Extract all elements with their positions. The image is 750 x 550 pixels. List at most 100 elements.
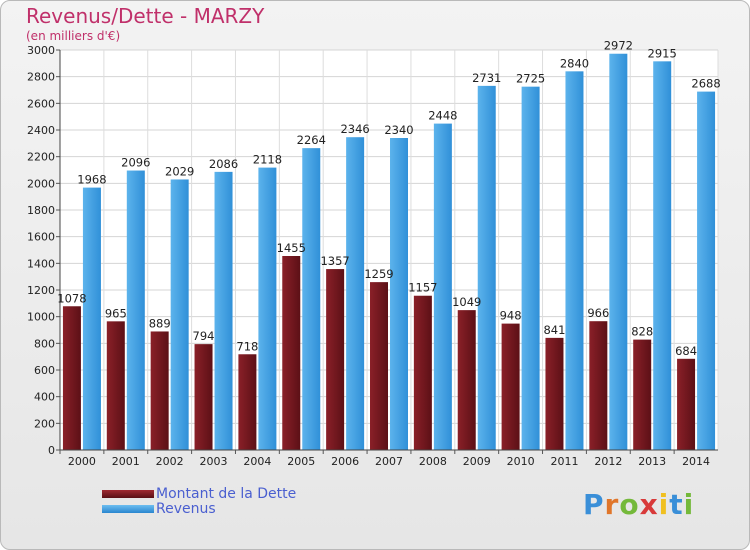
data-label-dette-2010: 948 [500, 309, 522, 323]
data-label-revenus-2013: 2915 [648, 46, 677, 60]
axes: 0 200 400 600 800 1000 1200 1400 1600 1800 2000 220… [27, 44, 718, 468]
data-label-dette-2014: 684 [675, 344, 697, 358]
y-tick-label: 1400 [27, 257, 55, 270]
x-tick-label: 2007 [375, 455, 403, 468]
data-label-dette-2013: 828 [631, 325, 653, 339]
chart-subtitle: (en milliers d'€) [26, 29, 121, 43]
legend-item-revenus: Revenus [102, 501, 216, 517]
data-label-revenus-2014: 2688 [691, 77, 720, 91]
data-label-dette-2004: 718 [236, 339, 258, 353]
bar-dette-2010 [501, 323, 520, 450]
data-label-dette-2011: 841 [543, 323, 565, 337]
bar-revenus-2014 [697, 91, 716, 450]
bar-revenus-2001 [126, 170, 145, 451]
data-label-revenus-2007: 2340 [384, 123, 413, 137]
bar-revenus-2004 [258, 167, 277, 450]
x-tick-label: 2008 [419, 455, 447, 468]
y-tick-label: 400 [34, 391, 55, 404]
y-tick-label: 2400 [27, 124, 55, 137]
x-tick-label: 2013 [638, 455, 666, 468]
data-label-dette-2001: 965 [105, 306, 127, 320]
y-tick-label: 1000 [27, 311, 55, 324]
data-label-revenus-2003: 2086 [209, 157, 238, 171]
data-label-dette-2009: 1049 [452, 295, 481, 309]
bar-dette-2008 [413, 295, 432, 450]
data-label-revenus-2011: 2840 [560, 56, 589, 70]
x-tick-label: 2005 [287, 455, 315, 468]
bar-dette-2009 [457, 310, 476, 450]
data-label-dette-2002: 889 [149, 316, 171, 330]
data-label-revenus-2012: 2972 [604, 39, 633, 53]
data-label-revenus-2006: 2346 [340, 122, 369, 136]
bar-revenus-2012 [609, 53, 628, 450]
x-tick-label: 2012 [594, 455, 622, 468]
data-label-revenus-2000: 1968 [77, 173, 106, 187]
bar-revenus-2013 [653, 61, 672, 450]
x-tick-label: 2009 [463, 455, 491, 468]
bar-dette-2004 [238, 354, 257, 450]
bar-revenus-2000 [82, 187, 101, 450]
bar-revenus-2003 [214, 171, 233, 450]
data-label-revenus-2004: 2118 [253, 153, 282, 167]
legend-swatch-dette [102, 490, 154, 498]
x-tick-label: 2003 [200, 455, 228, 468]
x-tick-label: 2011 [550, 455, 578, 468]
bar-dette-2000 [62, 306, 81, 450]
x-tick-label: 2004 [243, 455, 271, 468]
x-tick-label: 2001 [112, 455, 140, 468]
y-tick-label: 3000 [27, 44, 55, 57]
data-label-dette-2012: 966 [587, 306, 609, 320]
bar-dette-2002 [150, 331, 169, 450]
y-tick-label: 0 [48, 444, 55, 457]
y-tick-label: 2200 [27, 151, 55, 164]
bar-revenus-2002 [170, 179, 189, 450]
legend-label-dette: Montant de la Dette [156, 486, 297, 502]
y-tick-label: 800 [34, 337, 55, 350]
y-tick-label: 1800 [27, 204, 55, 217]
y-tick-label: 600 [34, 364, 55, 377]
data-label-dette-2008: 1157 [408, 281, 437, 295]
data-label-revenus-2009: 2731 [472, 71, 501, 85]
data-label-revenus-2001: 2096 [121, 156, 150, 170]
x-tick-label: 2014 [682, 455, 710, 468]
data-label-revenus-2008: 2448 [428, 109, 457, 123]
bar-dette-2001 [106, 321, 125, 450]
data-label-dette-2003: 794 [193, 329, 215, 343]
proxiti-logo: Proxiti [583, 488, 695, 521]
bar-revenus-2005 [302, 148, 321, 450]
data-labels: 1078 1968 965 2096 889 2029 794 2086 718 2118 1455… [57, 39, 720, 358]
y-tick-label: 2800 [27, 71, 55, 84]
data-label-dette-2000: 1078 [57, 291, 86, 305]
data-label-revenus-2002: 2029 [165, 164, 194, 178]
bar-revenus-2008 [433, 123, 452, 450]
legend-item-dette: Montant de la Dette [102, 486, 297, 502]
data-label-dette-2005: 1455 [277, 241, 306, 255]
chart-title: Revenus/Dette - MARZY [26, 4, 265, 28]
bar-revenus-2009 [477, 85, 496, 450]
bar-revenus-2010 [521, 86, 540, 451]
y-tick-label: 1200 [27, 284, 55, 297]
bar-dette-2014 [677, 358, 696, 450]
legend-label-revenus: Revenus [156, 501, 216, 517]
data-label-revenus-2010: 2725 [516, 72, 545, 86]
y-tick-label: 2000 [27, 177, 55, 190]
bar-dette-2007 [370, 282, 388, 450]
x-tick-label: 2002 [156, 455, 184, 468]
y-tick-label: 1600 [27, 231, 55, 244]
bar-dette-2013 [633, 339, 652, 450]
bar-dette-2005 [282, 256, 301, 450]
data-label-revenus-2005: 2264 [297, 133, 326, 147]
data-label-dette-2007: 1259 [364, 267, 393, 281]
plot-area [60, 50, 718, 450]
bar-dette-2006 [326, 269, 345, 450]
bar-dette-2011 [545, 337, 564, 450]
x-tick-label: 2000 [68, 455, 96, 468]
bar-dette-2003 [194, 344, 213, 450]
x-tick-label: 2010 [507, 455, 535, 468]
bar-dette-2012 [589, 321, 608, 450]
bar-revenus-2011 [565, 71, 584, 450]
y-tick-label: 200 [34, 417, 55, 430]
x-tick-label: 2006 [331, 455, 359, 468]
bar-revenus-2006 [346, 137, 365, 450]
